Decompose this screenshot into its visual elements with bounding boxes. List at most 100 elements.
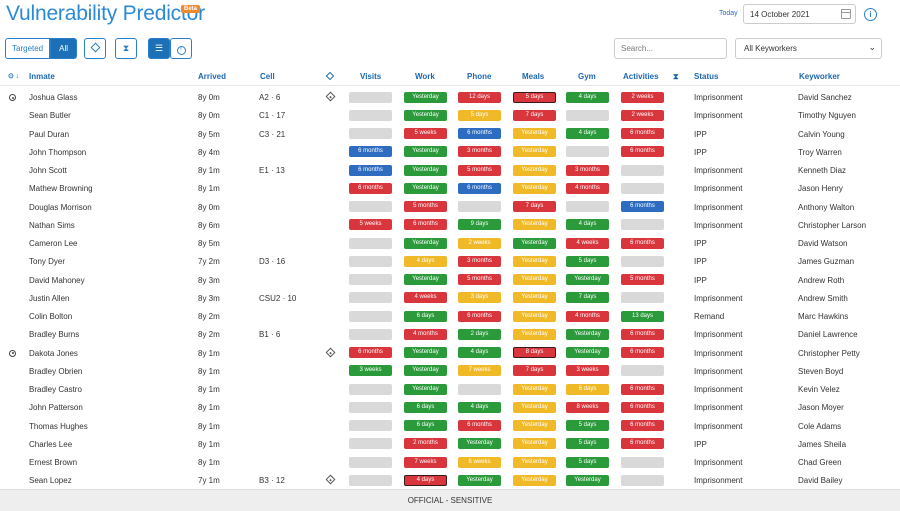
keyworker-name: Jason Moyer xyxy=(798,403,844,413)
column-status[interactable]: Status xyxy=(694,72,719,81)
visits-chip xyxy=(349,201,392,212)
inmate-name[interactable]: Nathan Sims xyxy=(29,220,75,230)
column-activities[interactable]: Activities xyxy=(623,72,659,81)
list-view-button[interactable]: ☰ xyxy=(148,38,170,59)
keyworker-select[interactable]: All Keyworkers ⌄ xyxy=(735,38,882,59)
hourglass-filter-button[interactable]: ⧗ xyxy=(115,38,137,59)
hourglass-column-icon[interactable]: ⧗ xyxy=(673,72,679,81)
table-row[interactable]: Tony Dyer 7y 2m D3 · 16 4 days 3 months Yeste… xyxy=(0,252,900,270)
column-arrived[interactable]: Arrived xyxy=(198,72,227,81)
table-row[interactable]: Bradley Burns 8y 2m B1 · 6 4 months 2 days Ye… xyxy=(0,325,900,343)
inmate-name[interactable]: Ernest Brown xyxy=(29,458,78,467)
inmate-name[interactable]: Charles Lee xyxy=(29,439,73,449)
inmate-name[interactable]: John Patterson xyxy=(29,403,83,413)
activities-chip: 6 months xyxy=(621,420,664,431)
table-row[interactable]: Bradley Castro 8y 1m Yesterday Yesterday 6 d… xyxy=(0,380,900,398)
inmate-name[interactable]: Tony Dyer xyxy=(29,257,66,267)
today-link[interactable]: Today xyxy=(719,10,738,17)
inmate-name[interactable]: Bradley Burns xyxy=(29,330,80,340)
column-meals[interactable]: Meals xyxy=(522,72,545,81)
pinned-icon[interactable] xyxy=(9,94,16,101)
alert-circle-icon: ! xyxy=(176,46,186,55)
meals-chip: Yesterday xyxy=(513,420,556,431)
status-value: IPP xyxy=(694,239,707,248)
pin-sort-icon[interactable]: ⊙ ↓ xyxy=(8,73,20,80)
table-row[interactable]: Charles Lee 8y 1m 2 months Yesterday Yesterd… xyxy=(0,435,900,453)
keyworker-name: Daniel Lawrence xyxy=(798,330,858,340)
table-row[interactable]: John Scott 8y 1m E1 · 13 6 months Yesterday 5… xyxy=(0,161,900,179)
activities-chip: 6 months xyxy=(621,237,664,249)
diamond-flag-icon[interactable] xyxy=(325,474,336,485)
table-row[interactable]: John Thompson 8y 4m 6 months Yesterday 3 mon… xyxy=(0,143,900,161)
table-row[interactable]: Justin Allen 8y 3m CSU2 · 10 4 weeks 3 days Y… xyxy=(0,289,900,307)
column-keyworker[interactable]: Keyworker xyxy=(799,72,840,81)
pinned-icon[interactable] xyxy=(9,349,16,357)
column-visits[interactable]: Visits xyxy=(360,72,382,81)
status-value: IPP xyxy=(694,439,707,449)
table-row[interactable]: Ernest Brown 8y 1m 7 weeks 6 weeks Yesterday… xyxy=(0,453,900,471)
inmate-name[interactable]: Justin Allen xyxy=(29,293,70,303)
table-row[interactable]: Douglas Morrison 8y 0m 5 months 7 days 6 mon… xyxy=(0,198,900,216)
filter-toggle-group: Targeted All xyxy=(5,38,78,59)
inmate-name[interactable]: Mathew Browning xyxy=(29,184,93,194)
table-row[interactable]: Mathew Browning 8y 1m 6 months Yesterday 6 m… xyxy=(0,179,900,197)
date-value: 14 October 2021 xyxy=(750,10,810,19)
table-row[interactable]: Cameron Lee 8y 5m Yesterday 2 weeks Yesterda… xyxy=(0,234,900,252)
status-value: Imprisonment xyxy=(694,330,743,340)
gym-chip: 5 days xyxy=(566,420,609,431)
search-input[interactable] xyxy=(614,38,727,59)
column-inmate[interactable]: Inmate xyxy=(29,72,55,81)
table-row[interactable]: David Mahoney 8y 3m Yesterday 5 months Yeste… xyxy=(0,271,900,289)
table-row[interactable]: Paul Duran 8y 5m C3 · 21 5 weeks 6 months Yes… xyxy=(0,125,900,143)
diamond-filter-button[interactable] xyxy=(84,38,106,59)
inmate-name[interactable]: Joshua Glass xyxy=(29,93,78,102)
cell-value: B3 · 12 xyxy=(259,476,285,486)
meals-chip: Yesterday xyxy=(513,310,556,322)
column-cell[interactable]: Cell xyxy=(260,72,275,81)
inmate-name[interactable]: Paul Duran xyxy=(29,129,70,139)
gym-chip: 8 weeks xyxy=(566,401,609,413)
arrived-value: 7y 2m xyxy=(198,257,220,267)
inmate-name[interactable]: Colin Bolton xyxy=(29,312,73,321)
diamond-flag-icon[interactable] xyxy=(325,91,336,102)
column-gym[interactable]: Gym xyxy=(578,72,596,81)
column-work[interactable]: Work xyxy=(415,72,435,81)
inmate-name[interactable]: Douglas Morrison xyxy=(29,202,92,212)
alert-filter-button[interactable]: ! xyxy=(170,38,192,59)
inmate-name[interactable]: Bradley Obrien xyxy=(29,366,83,376)
table-row[interactable]: Colin Bolton 8y 2m 6 days 6 months Yesterday… xyxy=(0,307,900,325)
inmate-name[interactable]: Sean Lopez xyxy=(29,476,72,486)
inmate-name[interactable]: John Scott xyxy=(29,166,67,175)
table-row[interactable]: Dakota Jones 8y 1m 6 months Yesterday 4 days… xyxy=(0,344,900,362)
phone-chip: 5 months xyxy=(458,274,501,285)
table-row[interactable]: Nathan Sims 8y 6m 5 weeks 6 months 9 days Yes… xyxy=(0,216,900,234)
diamond-column-icon[interactable] xyxy=(325,71,335,81)
keyworker-name: Chad Green xyxy=(798,458,842,467)
date-picker[interactable]: 14 October 2021 xyxy=(743,4,856,24)
status-value: Imprisonment xyxy=(694,476,743,486)
table-row[interactable]: Bradley Obrien 8y 1m 3 weeks Yesterday 7 wee… xyxy=(0,362,900,380)
targeted-toggle[interactable]: Targeted xyxy=(5,38,51,59)
table-row[interactable]: Sean Butler 8y 0m C1 · 17 Yesterday 5 days 7 … xyxy=(0,106,900,124)
work-chip: 6 days xyxy=(404,310,447,322)
inmate-name[interactable]: Sean Butler xyxy=(29,111,71,121)
table-row[interactable]: Joshua Glass 8y 0m A2 · 6 Yesterday 12 days 5… xyxy=(0,88,900,106)
inmate-name[interactable]: John Thompson xyxy=(29,147,87,157)
all-toggle[interactable]: All xyxy=(50,38,78,59)
inmate-name[interactable]: Dakota Jones xyxy=(29,348,78,358)
activities-chip xyxy=(621,164,664,176)
inmate-name[interactable]: David Mahoney xyxy=(29,275,85,285)
inmate-name[interactable]: Cameron Lee xyxy=(29,239,78,248)
inmate-name[interactable]: Thomas Hughes xyxy=(29,421,88,431)
table-row[interactable]: Sean Lopez 7y 1m B3 · 12 4 days Yesterday Yes… xyxy=(0,471,900,489)
meals-chip: Yesterday xyxy=(513,292,556,304)
diamond-flag-icon[interactable] xyxy=(325,347,336,357)
calendar-icon[interactable] xyxy=(841,9,851,19)
table-row[interactable]: Thomas Hughes 8y 1m 6 days 6 months Yesterda… xyxy=(0,417,900,435)
inmate-name[interactable]: Bradley Castro xyxy=(29,385,82,394)
status-value: Imprisonment xyxy=(694,184,743,194)
column-phone[interactable]: Phone xyxy=(467,72,492,81)
table-row[interactable]: John Patterson 8y 1m 6 days 4 days Yesterday… xyxy=(0,398,900,416)
work-chip: Yesterday xyxy=(404,164,447,176)
info-icon[interactable]: i xyxy=(864,8,877,21)
